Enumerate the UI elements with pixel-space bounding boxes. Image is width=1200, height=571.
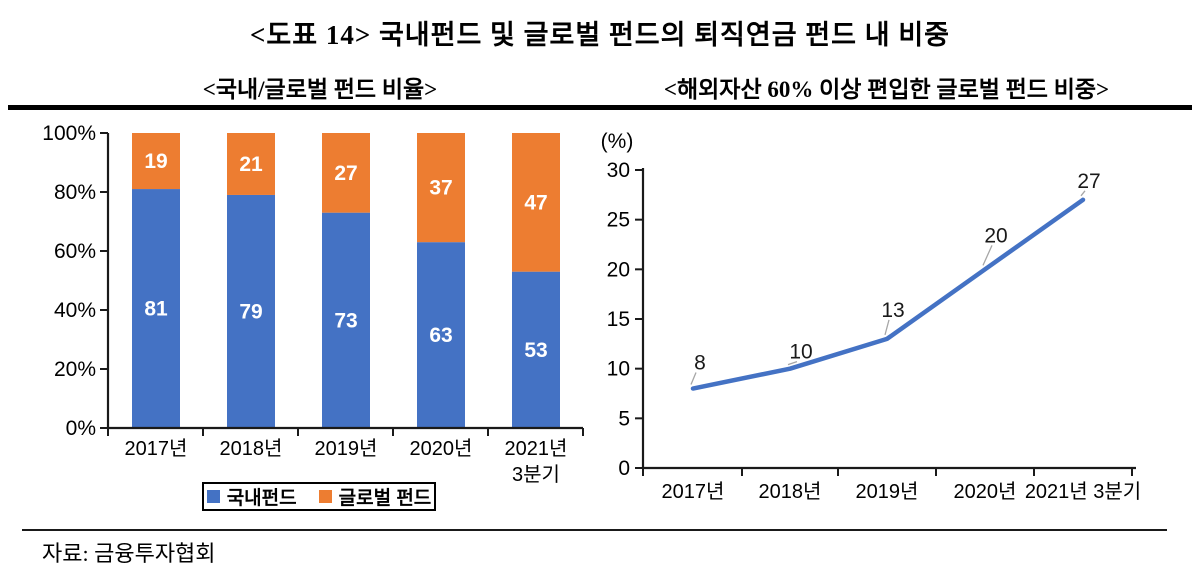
top-rule bbox=[8, 105, 1192, 110]
bar-value-domestic: 63 bbox=[429, 324, 452, 347]
bar-value-global: 47 bbox=[524, 191, 547, 214]
legend: 국내펀드 글로벌 펀드 bbox=[202, 482, 436, 511]
bar-value-global: 37 bbox=[429, 177, 452, 200]
data-point-label: 20 bbox=[984, 224, 1007, 247]
bar-value-domestic: 81 bbox=[144, 298, 168, 321]
y-tick-label: 80% bbox=[54, 181, 96, 204]
bar-segment-domestic bbox=[322, 212, 370, 428]
data-label-leader-line bbox=[690, 372, 697, 385]
bar-segment-global bbox=[512, 133, 560, 272]
data-label-leader-line bbox=[787, 361, 798, 366]
left-chart-title: <국내/글로벌 펀드 비율> bbox=[202, 77, 438, 102]
y-tick-label: 0% bbox=[66, 417, 96, 440]
legend-swatch-global-icon bbox=[318, 490, 332, 503]
x-tick-label: 2019년 bbox=[315, 437, 378, 460]
bar-segment-global bbox=[417, 133, 465, 243]
y-tick-label: 30 bbox=[607, 159, 630, 182]
bar-value-domestic: 53 bbox=[524, 339, 547, 362]
y-tick-label: 20 bbox=[607, 258, 630, 281]
x-tick-label: 2020년 bbox=[410, 437, 473, 460]
legend-label-domestic: 국내펀드 bbox=[226, 488, 297, 509]
y-tick-label: 25 bbox=[607, 209, 630, 232]
bar-segment-domestic bbox=[132, 189, 180, 428]
stacked-bar-chart: 81 19 2017년 79 21 2018년 73 27 2019년 63 37 2020년 53 47… bbox=[42, 122, 584, 486]
bar-value-global: 21 bbox=[239, 153, 263, 176]
bar-value-global: 19 bbox=[144, 150, 167, 173]
data-point-label: 10 bbox=[789, 341, 812, 364]
source-divider bbox=[22, 529, 1167, 531]
y-tick-label: 60% bbox=[54, 240, 96, 263]
data-point-label: 8 bbox=[694, 352, 706, 375]
data-label-leader-line bbox=[1080, 190, 1086, 197]
bar-segment-domestic bbox=[512, 271, 560, 428]
x-tick-label: 2021년 3분기 bbox=[505, 437, 568, 486]
y-tick-label: 5 bbox=[618, 407, 630, 430]
line-chart: (%) 0 5 10 15 20 25 30 2017년 2018년 2019년 2020년 2021년… bbox=[601, 130, 1142, 503]
legend-swatch-domestic-icon bbox=[206, 490, 220, 503]
bar-segment-global bbox=[322, 133, 370, 213]
data-point-label: 27 bbox=[1077, 170, 1100, 193]
y-tick-label: 100% bbox=[42, 122, 96, 145]
source-note: 자료: 금융투자협회 bbox=[42, 541, 216, 566]
figure-title: <도표 14> 국내펀드 및 글로벌 펀드의 퇴직연금 펀드 내 비중 bbox=[250, 20, 950, 50]
y-axis-unit-label: (%) bbox=[601, 130, 634, 153]
bar-value-global: 27 bbox=[334, 162, 357, 185]
x-tick-label: 2021년 3분기 bbox=[1025, 480, 1141, 503]
bar-value-domestic: 79 bbox=[239, 300, 262, 323]
data-label-leader-line bbox=[884, 319, 890, 336]
data-label-leader-line bbox=[982, 245, 993, 266]
right-chart-title: <해외자산 60% 이상 편입한 글로벌 펀드 비중> bbox=[663, 77, 1110, 102]
x-tick-label: 2020년 bbox=[954, 480, 1017, 503]
legend-item-domestic: 국내펀드 bbox=[206, 483, 297, 510]
bar-segment-global bbox=[227, 133, 275, 195]
y-tick-label: 15 bbox=[607, 308, 630, 331]
bar-segment-domestic bbox=[227, 194, 275, 428]
x-tick-label: 2018년 bbox=[759, 480, 822, 503]
y-tick-label: 40% bbox=[54, 299, 96, 322]
trend-line bbox=[690, 197, 1086, 391]
bar-segment-domestic bbox=[417, 242, 465, 428]
data-point-label: 13 bbox=[881, 299, 904, 322]
legend-item-global: 글로벌 펀드 bbox=[318, 483, 432, 510]
bar-value-domestic: 73 bbox=[334, 309, 357, 332]
legend-label-global: 글로벌 펀드 bbox=[338, 488, 432, 509]
y-tick-label: 10 bbox=[607, 358, 630, 381]
x-tick-label: 2019년 bbox=[856, 480, 919, 503]
y-tick-label: 20% bbox=[54, 358, 96, 381]
x-tick-label: 2018년 bbox=[220, 437, 283, 460]
y-tick-label: 0 bbox=[618, 457, 630, 480]
x-tick-label: 2017년 bbox=[662, 480, 725, 503]
x-tick-label: 2017년 bbox=[125, 437, 188, 460]
bar-segment-global bbox=[132, 133, 180, 190]
